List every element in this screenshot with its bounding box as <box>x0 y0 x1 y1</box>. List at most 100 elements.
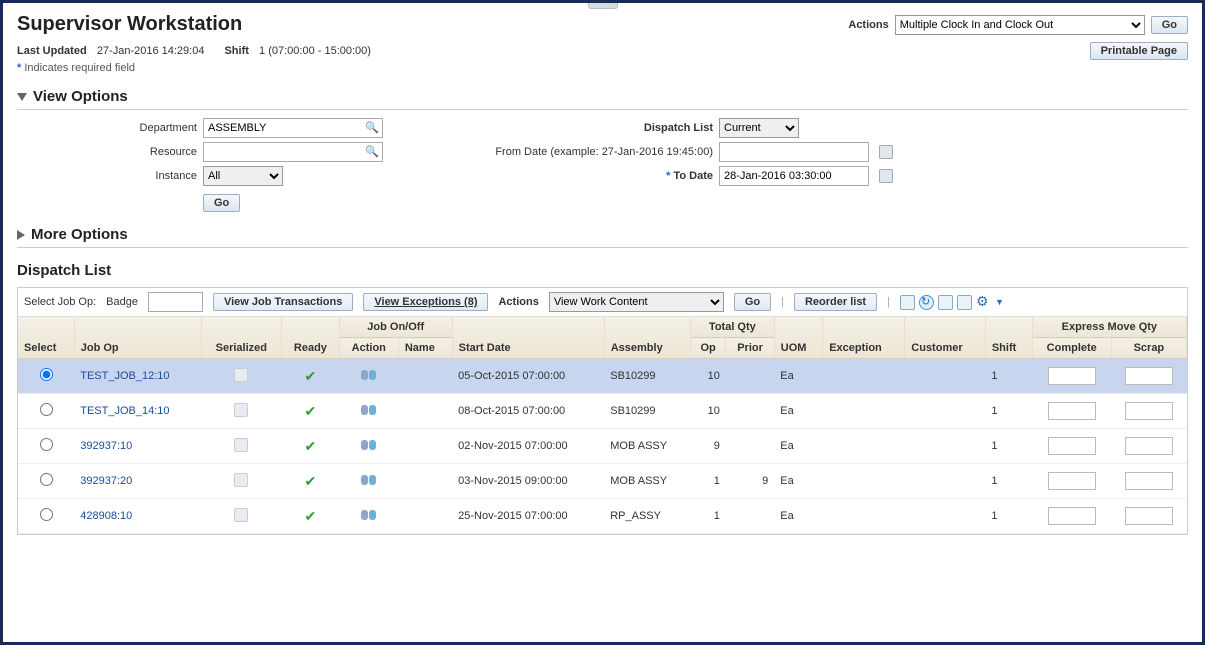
col-job-onoff[interactable]: Job On/Off <box>339 317 452 338</box>
go-button[interactable]: Go <box>1151 16 1188 34</box>
col-customer[interactable]: Customer <box>905 317 986 359</box>
col-exception[interactable]: Exception <box>823 317 905 359</box>
scrap-qty-input[interactable] <box>1125 507 1173 525</box>
job-op-link[interactable]: 392937:10 <box>80 440 132 452</box>
col-scrap[interactable]: Scrap <box>1111 338 1186 359</box>
complete-qty-input[interactable] <box>1048 437 1096 455</box>
reorder-list-button[interactable]: Reorder list <box>794 293 877 311</box>
badge-label: Badge <box>106 296 138 308</box>
complete-qty-input[interactable] <box>1048 507 1096 525</box>
uom-cell: Ea <box>774 464 822 499</box>
wrap-icon[interactable] <box>957 295 972 310</box>
col-shift[interactable]: Shift <box>985 317 1032 359</box>
col-uom[interactable]: UOM <box>774 317 822 359</box>
panel-drag-handle[interactable] <box>588 3 618 9</box>
instance-select[interactable]: All <box>203 166 283 186</box>
dispatch-list-title: Dispatch List <box>17 262 1188 279</box>
row-select-radio[interactable] <box>40 473 53 486</box>
printable-page-button[interactable]: Printable Page <box>1090 42 1188 60</box>
row-select-radio[interactable] <box>40 368 53 381</box>
op-qty-cell: 10 <box>690 359 725 394</box>
calendar-icon[interactable] <box>879 145 893 159</box>
badge-input[interactable] <box>148 292 203 312</box>
col-express[interactable]: Express Move Qty <box>1032 317 1186 338</box>
gear-icon[interactable] <box>976 295 991 310</box>
ready-check-icon: ✔ <box>305 473 317 489</box>
scrap-qty-input[interactable] <box>1125 402 1173 420</box>
scrap-qty-input[interactable] <box>1125 472 1173 490</box>
resource-input[interactable] <box>203 142 383 162</box>
col-select[interactable]: Select <box>18 317 74 359</box>
table-row[interactable]: TEST_JOB_12:10✔05-Oct-2015 07:00:00SB102… <box>18 359 1187 394</box>
complete-qty-input[interactable] <box>1048 472 1096 490</box>
dispatch-list-select[interactable]: Current <box>719 118 799 138</box>
col-op[interactable]: Op <box>690 338 725 359</box>
shift-cell: 1 <box>985 359 1032 394</box>
row-select-radio[interactable] <box>40 403 53 416</box>
complete-qty-input[interactable] <box>1048 367 1096 385</box>
table-row[interactable]: TEST_JOB_14:10✔08-Oct-2015 07:00:00SB102… <box>18 394 1187 429</box>
job-on-off-icon[interactable] <box>361 403 377 417</box>
dispatch-actions-select[interactable]: View Work Content <box>549 292 724 312</box>
col-name[interactable]: Name <box>398 338 452 359</box>
col-job-op[interactable]: Job Op <box>74 317 201 359</box>
serialized-icon[interactable] <box>234 508 248 522</box>
search-icon[interactable]: 🔍 <box>365 145 379 158</box>
col-serialized[interactable]: Serialized <box>201 317 282 359</box>
refresh-icon[interactable] <box>919 295 934 310</box>
required-note: * Indicates required field <box>17 62 1188 74</box>
job-op-link[interactable]: 392937:20 <box>80 475 132 487</box>
uom-cell: Ea <box>774 359 822 394</box>
scrap-qty-input[interactable] <box>1125 437 1173 455</box>
more-options-title: More Options <box>31 226 128 243</box>
expand-icon[interactable] <box>17 230 25 240</box>
job-op-link[interactable]: TEST_JOB_12:10 <box>80 370 169 382</box>
col-complete[interactable]: Complete <box>1032 338 1111 359</box>
prior-qty-cell <box>726 429 774 464</box>
table-row[interactable]: 392937:20✔03-Nov-2015 09:00:00MOB ASSY19… <box>18 464 1187 499</box>
job-on-off-icon[interactable] <box>361 368 377 382</box>
collapse-icon[interactable] <box>17 93 27 101</box>
to-date-input[interactable] <box>719 166 869 186</box>
detach-icon[interactable] <box>900 295 915 310</box>
select-job-op-label: Select Job Op: <box>24 296 96 308</box>
actions-select[interactable]: Multiple Clock In and Clock Out <box>895 15 1145 35</box>
table-row[interactable]: 392937:10✔02-Nov-2015 07:00:00MOB ASSY9E… <box>18 429 1187 464</box>
calendar-icon[interactable] <box>879 169 893 183</box>
chevron-down-icon[interactable]: ▼ <box>995 297 1004 307</box>
prior-qty-cell <box>726 394 774 429</box>
row-select-radio[interactable] <box>40 508 53 521</box>
job-op-link[interactable]: 428908:10 <box>80 510 132 522</box>
export-icon[interactable] <box>938 295 953 310</box>
from-date-input[interactable] <box>719 142 869 162</box>
view-options-go-button[interactable]: Go <box>203 194 240 212</box>
job-op-link[interactable]: TEST_JOB_14:10 <box>80 405 169 417</box>
job-on-off-icon[interactable] <box>361 508 377 522</box>
search-icon[interactable]: 🔍 <box>365 121 379 134</box>
department-input[interactable] <box>203 118 383 138</box>
job-on-off-icon[interactable] <box>361 438 377 452</box>
complete-qty-input[interactable] <box>1048 402 1096 420</box>
resource-label: Resource <box>77 146 197 158</box>
col-total-qty[interactable]: Total Qty <box>690 317 774 338</box>
col-action[interactable]: Action <box>339 338 398 359</box>
serialized-icon[interactable] <box>234 473 248 487</box>
scrap-qty-input[interactable] <box>1125 367 1173 385</box>
start-date-cell: 05-Oct-2015 07:00:00 <box>452 359 604 394</box>
col-assembly[interactable]: Assembly <box>604 317 690 359</box>
view-job-transactions-button[interactable]: View Job Transactions <box>213 293 353 311</box>
from-date-label: From Date (example: 27-Jan-2016 19:45:00… <box>423 146 713 158</box>
table-row[interactable]: 428908:10✔25-Nov-2015 07:00:00RP_ASSY1Ea… <box>18 499 1187 534</box>
col-start-date[interactable]: Start Date <box>452 317 604 359</box>
col-prior[interactable]: Prior <box>726 338 774 359</box>
serialized-icon[interactable] <box>234 403 248 417</box>
dispatch-go-button[interactable]: Go <box>734 293 771 311</box>
to-date-label: * To Date <box>423 170 713 182</box>
row-select-radio[interactable] <box>40 438 53 451</box>
serialized-icon[interactable] <box>234 438 248 452</box>
shift: Shift 1 (07:00:00 - 15:00:00) <box>224 45 371 57</box>
col-ready[interactable]: Ready <box>282 317 340 359</box>
view-exceptions-button[interactable]: View Exceptions (8) <box>363 293 488 311</box>
serialized-icon[interactable] <box>234 368 248 382</box>
job-on-off-icon[interactable] <box>361 473 377 487</box>
